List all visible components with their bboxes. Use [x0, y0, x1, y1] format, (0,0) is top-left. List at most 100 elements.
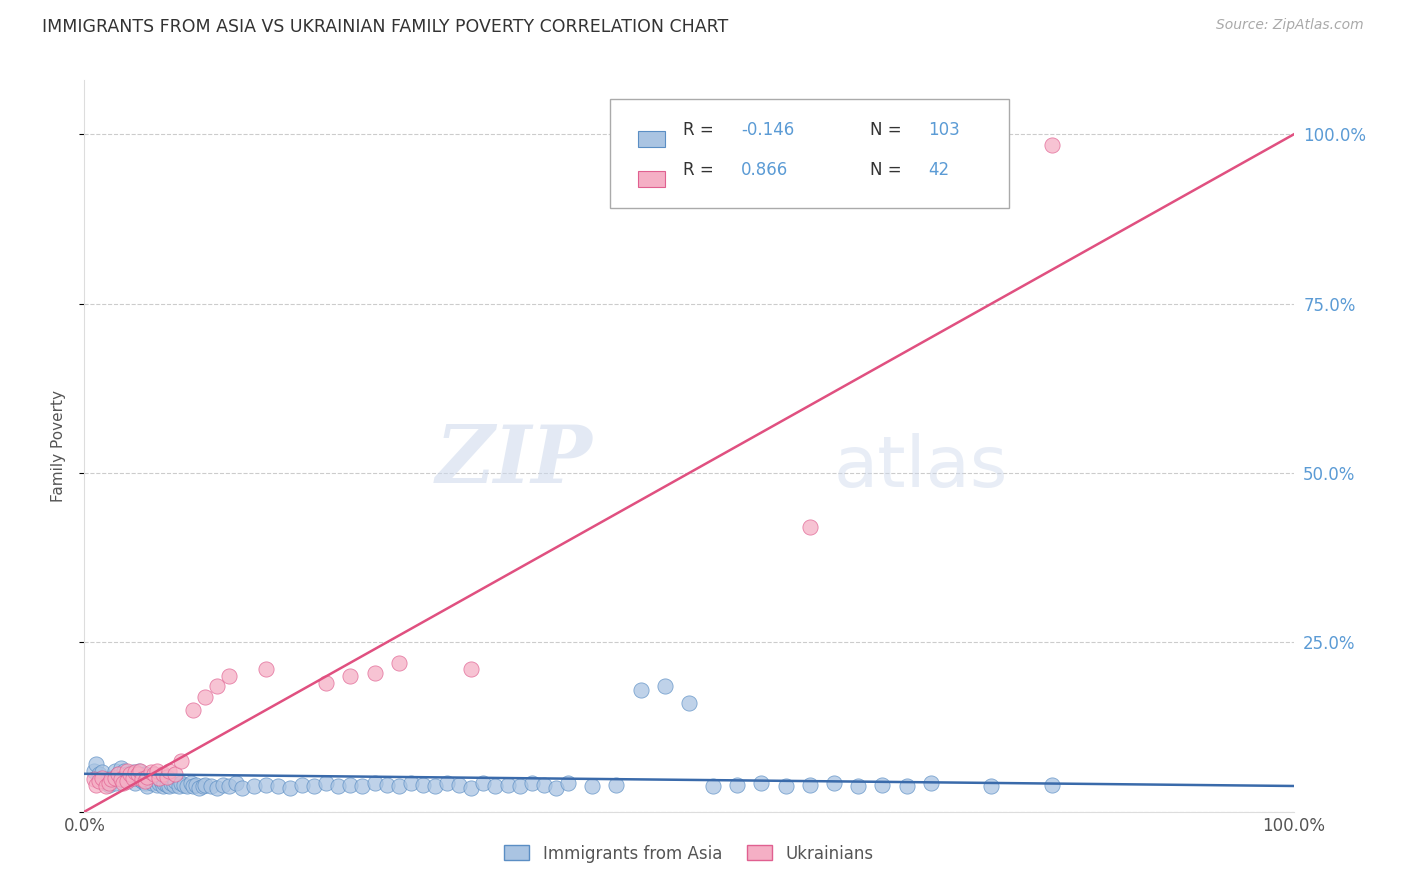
Point — [328, 779, 350, 793]
Point — [110, 761, 132, 775]
Point — [846, 779, 869, 793]
Point — [149, 774, 172, 789]
Point — [181, 703, 204, 717]
Point — [131, 772, 153, 787]
Point — [581, 779, 603, 793]
Point — [112, 771, 135, 785]
Point — [139, 765, 162, 780]
Point — [775, 779, 797, 793]
Point — [107, 767, 129, 781]
Point — [678, 697, 700, 711]
Text: -0.146: -0.146 — [741, 121, 794, 139]
Point — [139, 774, 162, 789]
Point — [128, 764, 150, 778]
Point — [160, 776, 183, 790]
Point — [107, 767, 129, 781]
Point — [484, 779, 506, 793]
Text: R =: R = — [683, 121, 718, 139]
Text: N =: N = — [870, 121, 907, 139]
Point — [605, 778, 627, 792]
Point — [100, 772, 122, 787]
Text: Source: ZipAtlas.com: Source: ZipAtlas.com — [1216, 18, 1364, 32]
Point — [170, 776, 193, 790]
Point — [363, 665, 385, 680]
Point — [97, 778, 120, 792]
Point — [134, 767, 156, 781]
Point — [120, 770, 142, 784]
Point — [104, 776, 127, 790]
Legend: Immigrants from Asia, Ukrainians: Immigrants from Asia, Ukrainians — [498, 838, 880, 869]
Point — [115, 774, 138, 789]
Point — [630, 682, 652, 697]
Point — [207, 680, 229, 694]
Point — [120, 772, 142, 787]
FancyBboxPatch shape — [638, 131, 665, 147]
Text: atlas: atlas — [834, 434, 1008, 502]
Point — [134, 776, 156, 790]
Point — [363, 776, 385, 790]
Point — [100, 771, 122, 785]
Point — [115, 767, 138, 781]
Point — [388, 656, 411, 670]
Point — [124, 776, 146, 790]
Point — [1040, 137, 1063, 152]
Point — [83, 764, 105, 778]
FancyBboxPatch shape — [610, 99, 1010, 209]
Point — [131, 774, 153, 789]
Point — [165, 767, 187, 781]
Point — [799, 520, 821, 534]
Point — [152, 779, 174, 793]
Point — [254, 663, 277, 677]
FancyBboxPatch shape — [638, 171, 665, 187]
Point — [423, 779, 446, 793]
Point — [460, 663, 482, 677]
Point — [557, 776, 579, 790]
Point — [121, 765, 143, 780]
Point — [200, 779, 222, 793]
Point — [980, 779, 1002, 793]
Point — [148, 771, 170, 785]
Point — [141, 776, 163, 790]
Point — [165, 774, 187, 789]
Point — [218, 779, 240, 793]
Point — [83, 772, 105, 787]
Point — [218, 669, 240, 683]
Point — [104, 771, 127, 785]
Text: 0.866: 0.866 — [741, 161, 789, 179]
Point — [110, 772, 132, 787]
Point — [751, 776, 773, 790]
Point — [509, 779, 531, 793]
Point — [302, 779, 325, 793]
Point — [231, 780, 253, 795]
Point — [157, 779, 180, 793]
Point — [94, 774, 117, 789]
Point — [872, 778, 894, 792]
Point — [176, 779, 198, 793]
Point — [170, 754, 193, 768]
Point — [91, 771, 114, 785]
Point — [191, 779, 214, 793]
Point — [157, 764, 180, 778]
Point — [124, 767, 146, 781]
Point — [194, 690, 217, 704]
Point — [702, 779, 724, 793]
Point — [520, 776, 543, 790]
Point — [472, 776, 495, 790]
Point — [315, 676, 337, 690]
Point — [136, 779, 159, 793]
Point — [823, 776, 845, 790]
Point — [91, 765, 114, 780]
Point — [896, 779, 918, 793]
Point — [449, 778, 471, 792]
Point — [212, 778, 235, 792]
Point — [152, 767, 174, 781]
Point — [155, 770, 177, 784]
Point — [188, 780, 211, 795]
Point — [86, 757, 108, 772]
Point — [86, 778, 108, 792]
Text: N =: N = — [870, 161, 907, 179]
Point — [121, 771, 143, 785]
Point — [207, 780, 229, 795]
Point — [143, 767, 166, 781]
Text: IMMIGRANTS FROM ASIA VS UKRAINIAN FAMILY POVERTY CORRELATION CHART: IMMIGRANTS FROM ASIA VS UKRAINIAN FAMILY… — [42, 18, 728, 36]
